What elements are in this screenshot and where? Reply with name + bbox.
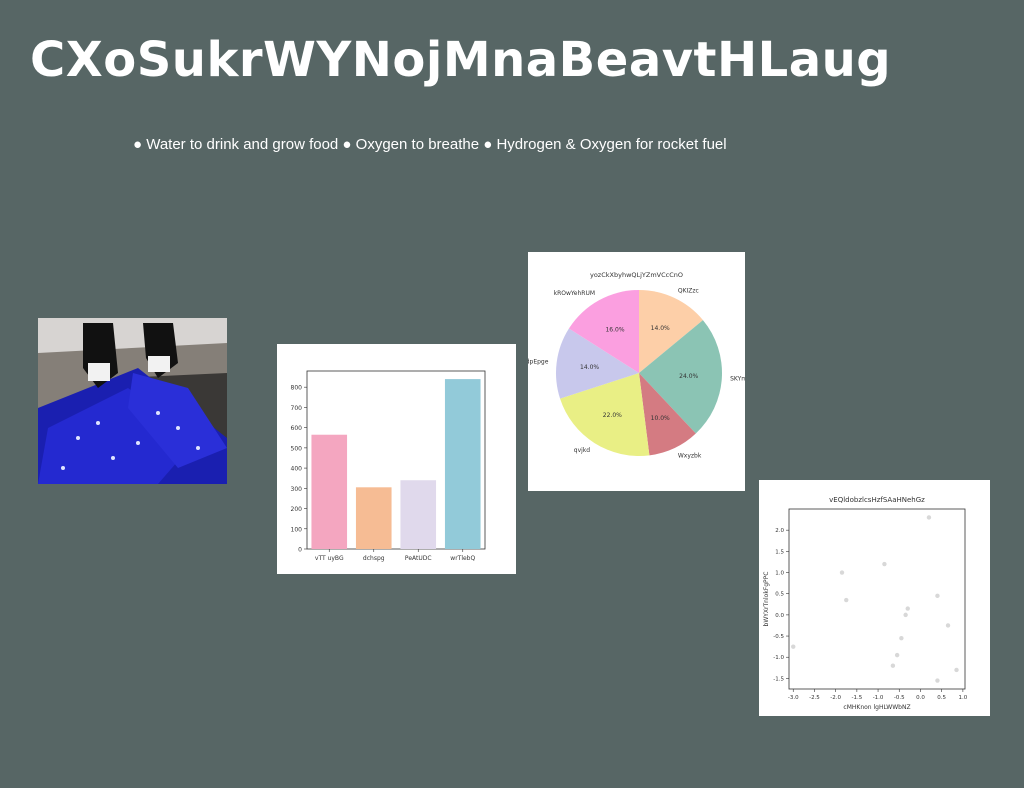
pie-slice — [556, 328, 639, 399]
scatter-x-tick-label: 0.0 — [916, 695, 925, 701]
bar-y-tick-label: 400 — [291, 466, 303, 473]
scatter-y-tick-label: 0.5 — [775, 592, 784, 598]
bar-y-tick-label: 600 — [291, 425, 303, 432]
pie-pct-label: 14.0% — [580, 364, 599, 371]
scatter-title: vEQldobzlcsHzfSAaHNehGz — [829, 496, 925, 504]
scatter-y-tick-label: 1.5 — [775, 549, 784, 555]
scatter-point — [882, 561, 887, 567]
scatter-x-tick-label: -1.0 — [873, 695, 884, 701]
scatter-y-tick-label: -1.0 — [773, 655, 784, 661]
scatter-x-tick-label: -2.5 — [809, 695, 820, 701]
pie-slice — [639, 373, 696, 456]
bar-x-tick-label: PeAtUDC — [405, 555, 432, 562]
bar — [311, 434, 348, 549]
pie-title: yozCkXbyhwQLjYZmVCcCnO — [590, 271, 683, 279]
bar — [400, 480, 437, 549]
scatter-point — [926, 515, 932, 520]
pie-slice — [560, 373, 650, 456]
bar-plot-frame — [306, 370, 486, 550]
scatter-chart: vEQldobzlcsHzfSAaHNehGz -3.0 -2.5 -2.0 -1.5 -… — [759, 480, 990, 716]
pie-pct-label: 22.0% — [603, 412, 622, 419]
bar-y-tick-label: 200 — [291, 506, 303, 513]
scatter-point — [935, 678, 940, 683]
bar-y-tick-label: 800 — [291, 385, 303, 392]
bar-x-tick-label: vTT uyBG — [315, 555, 344, 562]
scatter-point — [905, 606, 910, 611]
scatter-y-tick-label: -0.5 — [773, 634, 784, 640]
pie-slice-label: qvjkd — [574, 447, 591, 454]
sneakers-photo-icon — [38, 318, 227, 484]
scatter-point — [890, 663, 896, 668]
pie-slice-label: kROwYehRUM — [554, 290, 595, 297]
pie-chart: yozCkXbyhwQLjYZmVCcCnO 14.0% QKIZzc 24.0% SK… — [513, 252, 760, 491]
scatter-plot-frame — [788, 508, 966, 690]
scatter-point — [844, 597, 849, 603]
scatter-y-label: bWYXrTnlokFgPPC — [763, 572, 770, 627]
scatter-point — [903, 612, 908, 618]
bar-y-tick-label: 100 — [291, 526, 303, 533]
scatter-x-tick-label: -1.5 — [851, 695, 862, 701]
pie-slice — [639, 290, 703, 373]
bar — [444, 379, 481, 549]
pie-pct-label: 24.0% — [679, 373, 698, 380]
scatter-point — [839, 570, 845, 575]
scatter-x-tick-label: -3.0 — [788, 695, 799, 701]
slide-title: CXoSukrWYNojMnaBeavtHLaug — [30, 32, 892, 88]
scatter-point — [894, 652, 900, 658]
bar — [355, 487, 392, 549]
pie-pct-label: 16.0% — [605, 326, 624, 333]
scatter-point — [935, 593, 940, 599]
scatter-y-tick-label: -1.5 — [773, 676, 784, 682]
bar-y-tick-label: 500 — [291, 445, 303, 452]
scatter-point — [899, 635, 904, 641]
scatter-x-tick-label: -0.5 — [894, 695, 905, 701]
scatter-x-label: cMHKnon lgHLWWbNZ — [843, 704, 910, 711]
bar-x-tick-label: dchspg — [363, 555, 385, 562]
scatter-x-tick-label: 0.5 — [937, 695, 946, 701]
bar-chart: 0 100 200 300 400 500 600 700 800 vTT uyBG dchspg P… — [277, 344, 516, 574]
scatter-x-tick-label: -2.0 — [830, 695, 841, 701]
pie-slice — [639, 320, 722, 434]
pie-slice-label: bFTIdpEpge — [528, 359, 549, 366]
bar-x-tick-label: wrTlebQ — [450, 555, 475, 562]
pie-slice-label: QKIZzc — [678, 287, 699, 294]
bar-y-tick-label: 0 — [298, 547, 302, 554]
scatter-y-tick-label: 2.0 — [775, 528, 784, 534]
pie-pct-label: 14.0% — [651, 325, 670, 332]
sneakers-photo — [38, 318, 227, 484]
scatter-point — [791, 644, 796, 649]
pie-slice-label: SKYmUUR — [730, 376, 745, 383]
scatter-y-tick-label: 0.0 — [775, 613, 784, 619]
bar-y-tick-label: 700 — [291, 405, 303, 412]
scatter-y-tick-label: 1.0 — [775, 571, 784, 577]
scatter-point — [945, 623, 951, 628]
pie-pct-label: 10.0% — [651, 415, 670, 422]
bar-y-tick-label: 300 — [291, 486, 303, 493]
pie-slice-label: Wxyzbk — [678, 453, 702, 460]
pie-slice — [568, 290, 639, 373]
slide-bullets: ● Water to drink and grow food ● Oxygen … — [133, 136, 727, 153]
scatter-x-tick-label: 1.0 — [959, 695, 968, 701]
scatter-point — [954, 667, 959, 673]
